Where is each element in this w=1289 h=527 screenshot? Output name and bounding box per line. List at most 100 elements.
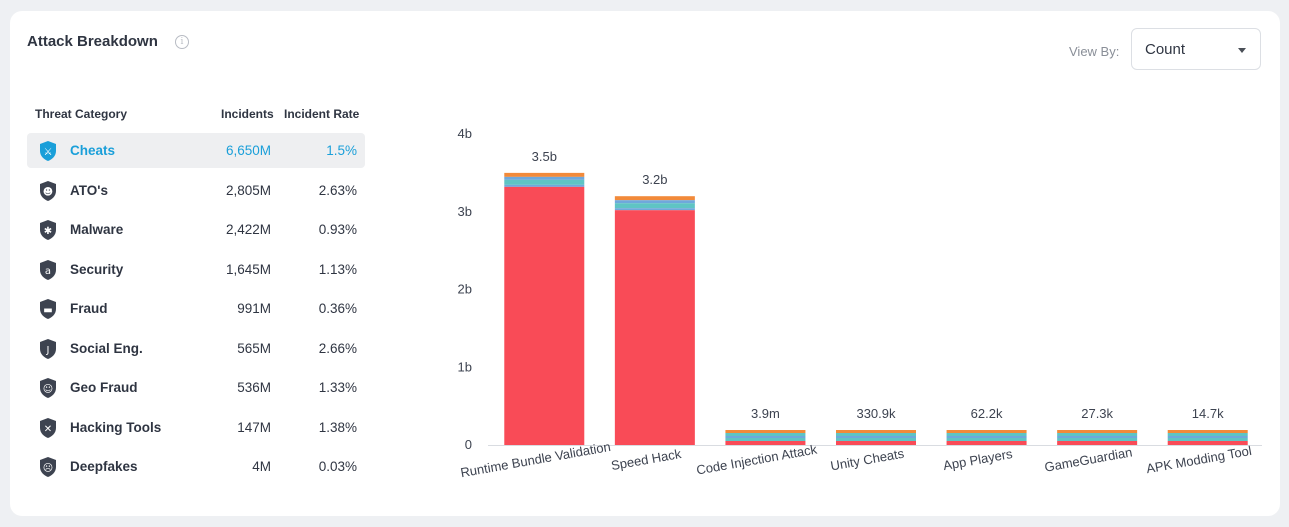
table-row[interactable]: ▬ Fraud 991M 0.36% [27, 291, 365, 326]
face-shield-icon: ☹ [40, 457, 56, 477]
svg-text:☺: ☺ [43, 384, 53, 395]
svg-text:✱: ✱ [44, 226, 52, 237]
bar-segment [725, 430, 806, 433]
row-incident-rate-value: 1.33% [318, 380, 357, 395]
bar-segment [504, 186, 585, 445]
card-title: Attack Breakdown [27, 33, 158, 50]
table-header: Threat Category Incidents Incident Rate [27, 101, 365, 133]
header-incidents: Incidents [221, 107, 274, 121]
y-tick-label: 0 [465, 437, 472, 452]
bar-segment [836, 430, 916, 433]
bar-total-label: 27.3k [1081, 406, 1113, 421]
row-incident-rate-value: 1.38% [318, 419, 357, 435]
row-incidents-value: 565M [237, 340, 271, 356]
bar-segment [1057, 430, 1138, 433]
row-category-label: Fraud [70, 301, 108, 316]
svg-text:a: a [45, 266, 51, 277]
bar-segment [946, 438, 1027, 441]
bug-shield-icon: ✱ [40, 220, 56, 240]
table-row[interactable]: ⚔ Cheats 6,650M 1.5% [27, 133, 365, 168]
table-row[interactable]: a Security 1,645M 1.13% [27, 252, 365, 287]
bar-segment [504, 184, 585, 187]
bar-segment [614, 200, 695, 204]
x-tick-label: Code Injection Attack [695, 441, 818, 477]
row-incidents-value: 4M [252, 459, 271, 474]
bar-segment [1167, 433, 1248, 436]
row-category-label: Deepfakes [70, 459, 138, 474]
bar-segment [725, 438, 806, 441]
bar-segment [836, 438, 916, 441]
header-incident-rate: Incident Rate [284, 107, 360, 121]
bar-segment [1167, 438, 1248, 441]
row-incident-rate-value: 1.5% [326, 143, 357, 158]
bar-segment [1057, 436, 1138, 438]
bar-total-label: 3.5b [532, 149, 557, 164]
bar-segment [725, 433, 806, 436]
table-row[interactable]: ☺ Geo Fraud 536M 1.33% [27, 370, 365, 405]
globe-shield-icon: ☺ [40, 378, 56, 398]
x-tick-label: GameGuardian [1043, 444, 1133, 474]
row-incident-rate-value: 0.36% [318, 301, 357, 316]
bar-total-label: 14.7k [1192, 406, 1224, 421]
row-incident-rate-value: 2.63% [318, 182, 357, 198]
info-icon[interactable]: i [175, 35, 189, 49]
row-incidents-value: 991M [237, 301, 271, 316]
svg-text:⚔: ⚔ [44, 147, 53, 158]
hook-shield-icon: J [40, 338, 56, 359]
table-body: ⚔ Cheats 6,650M 1.5% ☻ ATO's 2,805M 2.63% ✱ Malwa… [27, 133, 365, 484]
view-by-select[interactable]: Count [1131, 28, 1261, 70]
header-threat-category: Threat Category [35, 107, 128, 121]
row-category-label: Hacking Tools [70, 419, 162, 435]
bar-total-label: 330.9k [856, 406, 896, 421]
row-incidents-value: 147M [237, 419, 271, 435]
bar-segment [1167, 441, 1248, 445]
svg-text:✕: ✕ [44, 424, 52, 435]
bar-segment [1057, 438, 1138, 441]
bar-segment [725, 441, 806, 445]
attack-breakdown-card: Attack Breakdown i View By: Count Threat… [10, 11, 1280, 516]
row-incidents-value: 1,645M [225, 261, 271, 277]
x-tick-label: Unity Cheats [829, 446, 905, 474]
bar-segment [614, 208, 695, 211]
card-shield-icon: ▬ [40, 299, 56, 319]
bar-segment [504, 179, 585, 185]
row-category-label: Security [70, 261, 124, 277]
row-incident-rate-value: 2.66% [318, 340, 357, 356]
y-tick-label: 2b [458, 282, 472, 297]
svg-text:☻: ☻ [43, 186, 53, 198]
table-row[interactable]: ✱ Malware 2,422M 0.93% [27, 212, 365, 247]
chevron-down-icon [1238, 48, 1246, 53]
bar-segment [614, 196, 695, 201]
y-tick-label: 4b [458, 126, 472, 141]
table-row[interactable]: ☹ Deepfakes 4M 0.03% [27, 449, 365, 484]
bar-segment [1167, 430, 1248, 433]
table-row[interactable]: ☻ ATO's 2,805M 2.63% [27, 173, 365, 208]
bar-total-label: 62.2k [971, 406, 1003, 421]
table-row[interactable]: J Social Eng. 565M 2.66% [27, 331, 365, 366]
x-tick-label: Speed Hack [610, 446, 683, 473]
at-shield-icon: a [40, 259, 56, 280]
bar-segment [836, 433, 916, 436]
row-incidents-value: 536M [237, 380, 271, 395]
row-category-label: Malware [70, 222, 124, 237]
bar-segment [504, 172, 585, 177]
svg-text:J: J [46, 345, 50, 356]
table-row[interactable]: ✕ Hacking Tools 147M 1.38% [27, 410, 365, 445]
bar-segment [836, 441, 916, 445]
bar-segment [1057, 433, 1138, 436]
row-category-label: Social Eng. [70, 340, 143, 356]
x-tick-label: APK Modding Tool [1145, 443, 1253, 476]
y-tick-label: 3b [458, 204, 472, 219]
row-incidents-value: 2,422M [225, 222, 271, 237]
bar-segment [725, 436, 806, 438]
row-incidents-value: 6,650M [225, 143, 271, 158]
row-incident-rate-value: 0.03% [318, 459, 357, 474]
svg-text:▬: ▬ [43, 305, 52, 316]
mask-shield-icon: ☻ [40, 180, 56, 201]
bar-segment [946, 430, 1027, 433]
bar-segment [504, 176, 585, 180]
row-category-label: ATO's [70, 182, 108, 198]
bar-total-label: 3.2b [642, 172, 667, 187]
bar-segment [614, 210, 695, 445]
